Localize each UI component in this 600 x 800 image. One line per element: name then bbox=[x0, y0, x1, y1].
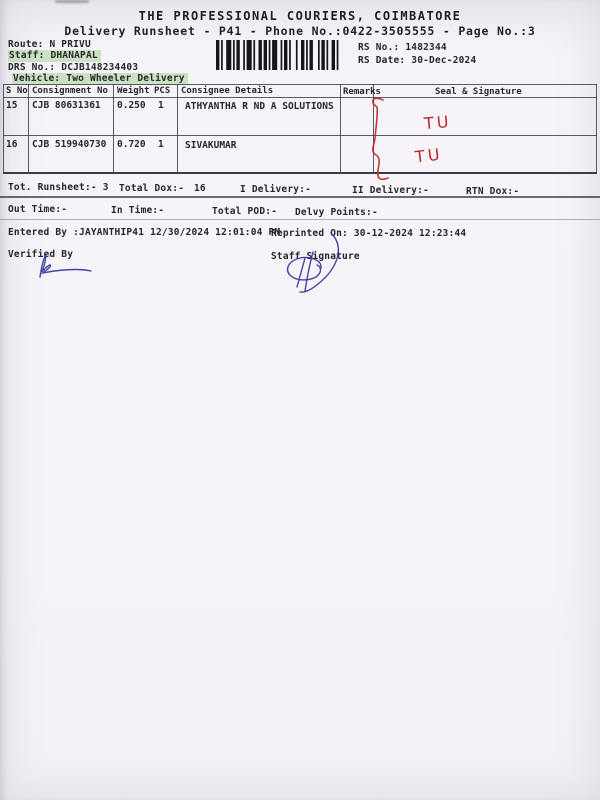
staff-signature bbox=[286, 232, 339, 293]
table-header-border bbox=[3, 97, 597, 98]
runsheet-subtitle: Delivery Runsheet - P41 - Phone No.:0422… bbox=[64, 24, 536, 38]
row15-weight: 0.250 bbox=[117, 100, 146, 111]
entered-by-line: Entered By :JAYANTHIP41 12/30/2024 12:01… bbox=[8, 227, 281, 238]
tot-runsheet-label: Tot. Runsheet:- bbox=[8, 182, 97, 193]
staff-value: DHANAPAL bbox=[50, 50, 98, 61]
rs-date-line: RS Date: 30-Dec-2024 bbox=[358, 55, 476, 66]
row16-sno: 16 bbox=[6, 139, 18, 150]
drs-value: DCJB148234403 bbox=[61, 62, 139, 73]
verified-by-signature bbox=[39, 253, 92, 278]
drs-barcode bbox=[216, 40, 339, 70]
col-border-weight bbox=[177, 84, 178, 173]
row15-sno: 15 bbox=[6, 100, 18, 111]
header-pcs: PCS bbox=[154, 86, 171, 96]
scan-artifact-smudge bbox=[55, 0, 89, 3]
rs-no-line: RS No.: 1482344 bbox=[358, 42, 447, 53]
total-dox-value: 16 bbox=[194, 183, 206, 194]
route-value: N PRIVU bbox=[49, 39, 91, 50]
table-top-border bbox=[3, 84, 597, 85]
staff-label: Staff: bbox=[9, 50, 45, 61]
totals-divider bbox=[0, 196, 600, 198]
row16-pcs: 1 bbox=[158, 139, 164, 150]
col-border-consignment bbox=[113, 84, 114, 173]
tot-runsheet: Tot. Runsheet:- 3 bbox=[8, 182, 109, 193]
out-time-label: Out Time:- bbox=[8, 204, 68, 215]
vehicle-value: Two Wheeler Delivery bbox=[66, 73, 185, 84]
staff-line: Staff: DHANAPAL bbox=[8, 50, 101, 62]
rs-no-label: RS No.: bbox=[358, 42, 400, 53]
delvy-points-label: Delvy Points:- bbox=[295, 207, 378, 218]
in-time-label: In Time:- bbox=[111, 205, 165, 216]
reprinted-line: Reprinted On: 30-12-2024 12:23:44 bbox=[271, 228, 467, 239]
table-border-right bbox=[596, 84, 597, 173]
i-delivery-label: I Delivery:- bbox=[240, 184, 312, 195]
ii-delivery-label: II Delivery:- bbox=[352, 185, 429, 196]
col-border-consignee bbox=[340, 84, 341, 173]
company-title: THE PROFESSIONAL COURIERS, COIMBATORE bbox=[138, 9, 462, 23]
header-sno: S No bbox=[6, 86, 28, 96]
row16-weight: 0.720 bbox=[117, 139, 146, 150]
route-label: Route: bbox=[8, 39, 44, 50]
rs-date-value: 30-Dec-2024 bbox=[411, 55, 477, 66]
row15-consignee: ATHYANTHA R ND A SOLUTIONS bbox=[185, 101, 334, 112]
table-row-divider bbox=[3, 135, 597, 136]
drs-label: DRS No.: bbox=[8, 62, 56, 73]
vehicle-highlight: Vehicle: Two Wheeler Delivery bbox=[12, 73, 188, 85]
header-weight: Weight bbox=[117, 86, 150, 96]
row15-consignment: CJB 80631361 bbox=[32, 100, 101, 111]
header-consignee: Consignee Details bbox=[181, 86, 274, 96]
rtn-dox-label: RTN Dox:- bbox=[466, 186, 520, 197]
table-border-left bbox=[3, 84, 4, 173]
row16-consignment: CJB 519940730 bbox=[32, 139, 107, 150]
times-divider bbox=[0, 219, 600, 220]
total-dox-label: Total Dox:- bbox=[119, 183, 185, 194]
col-border-sno bbox=[28, 84, 29, 173]
header-remarks: Remarks bbox=[343, 87, 381, 97]
col-border-remarks bbox=[373, 84, 374, 173]
staff-signature-label: Staff Signature bbox=[271, 251, 360, 262]
tot-runsheet-value: 3 bbox=[102, 182, 109, 193]
row15-pcs: 1 bbox=[158, 100, 164, 111]
drs-line: DRS No.: DCJB148234403 bbox=[8, 62, 138, 73]
staff-highlight: Staff: DHANAPAL bbox=[8, 50, 101, 62]
header-consignment: Consignment No bbox=[32, 86, 108, 96]
vehicle-line: Vehicle: Two Wheeler Delivery bbox=[12, 73, 188, 85]
row16-consignee: SIVAKUMAR bbox=[185, 140, 237, 151]
total-pod-label: Total POD:- bbox=[212, 206, 278, 217]
vehicle-label: Vehicle: bbox=[13, 73, 61, 84]
header-seal: Seal & Signature bbox=[435, 87, 522, 97]
rs-no-value: 1482344 bbox=[405, 42, 447, 53]
table-bottom-border bbox=[3, 172, 597, 174]
verified-by-label: Verified By bbox=[8, 249, 74, 260]
rs-date-label: RS Date: bbox=[358, 55, 406, 66]
red-ink-bracket bbox=[371, 97, 389, 181]
route-line: Route: N PRIVU bbox=[8, 39, 91, 50]
